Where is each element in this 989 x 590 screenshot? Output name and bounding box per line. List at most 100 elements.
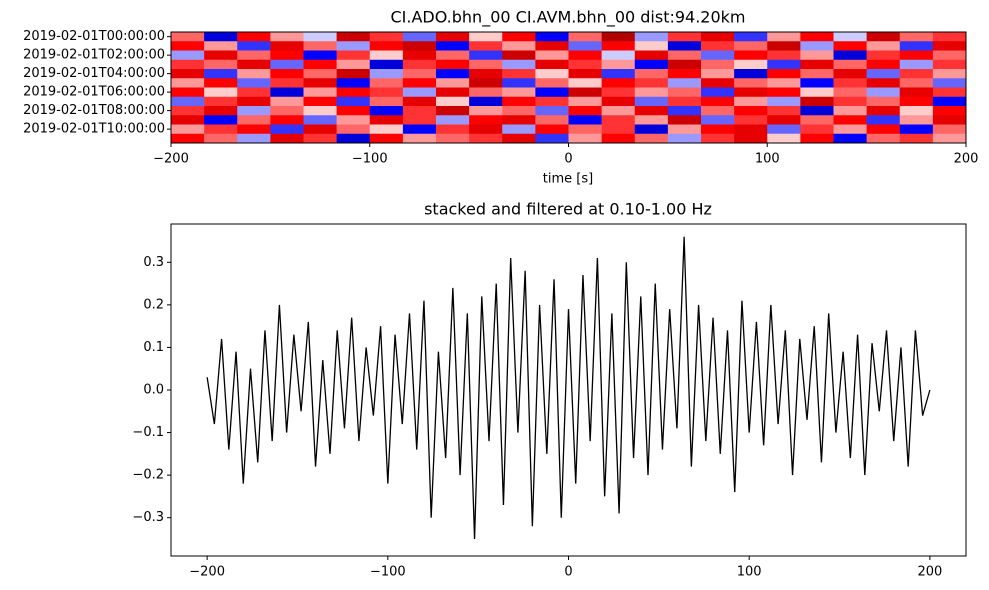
y-tick-label: 2019-02-01T08:00:00 bbox=[23, 103, 165, 118]
heatmap-cell bbox=[502, 69, 536, 79]
heatmap-cell bbox=[634, 133, 669, 144]
heatmap-cell bbox=[833, 124, 867, 135]
heatmap-cell bbox=[469, 96, 503, 107]
heatmap-cell bbox=[601, 32, 636, 42]
heatmap-cell bbox=[568, 41, 602, 51]
heatmap-cell bbox=[767, 87, 801, 98]
heatmap-cell bbox=[601, 124, 636, 135]
heatmap-cell bbox=[932, 50, 967, 61]
heatmap-cell bbox=[767, 115, 801, 125]
heatmap-cell bbox=[932, 41, 967, 51]
heatmap-cell bbox=[634, 115, 669, 125]
heatmap-cell bbox=[833, 41, 867, 51]
heatmap-cell bbox=[568, 50, 602, 61]
heatmap-cell bbox=[303, 115, 337, 125]
x-tick-label: 0 bbox=[564, 152, 572, 167]
heatmap-cell bbox=[833, 87, 867, 98]
heatmap-cell bbox=[237, 59, 271, 70]
heatmap-cell bbox=[932, 115, 967, 125]
heatmap-cell bbox=[899, 59, 934, 70]
heatmap-cell bbox=[336, 32, 371, 42]
heatmap-cell bbox=[237, 106, 271, 116]
heatmap-cell bbox=[171, 32, 205, 42]
heatmap-cell bbox=[369, 78, 404, 88]
heatmap-cell bbox=[436, 106, 470, 116]
x-tick-label: 200 bbox=[917, 565, 942, 580]
heatmap-cell bbox=[866, 59, 901, 70]
heatmap-cell bbox=[171, 96, 205, 107]
heatmap-cell bbox=[634, 106, 669, 116]
heatmap-cell bbox=[369, 96, 404, 107]
y-tick-label: −0.2 bbox=[132, 468, 164, 483]
heatmap-cell bbox=[899, 69, 934, 79]
y-tick-label: 0.3 bbox=[143, 255, 164, 270]
heatmap-cell bbox=[171, 41, 205, 51]
heatmap-cell bbox=[402, 50, 437, 61]
heatmap-cell bbox=[436, 133, 470, 144]
heatmap-cell bbox=[270, 41, 304, 51]
heatmap-cell bbox=[734, 50, 768, 61]
x-axis-label: time [s] bbox=[543, 172, 593, 187]
heatmap-cell bbox=[932, 78, 967, 88]
heatmap-cell bbox=[601, 78, 636, 88]
heatmap-cell bbox=[303, 78, 337, 88]
heatmap-cell bbox=[436, 124, 470, 135]
heatmap-cell bbox=[800, 96, 834, 107]
heatmap-cell bbox=[866, 106, 901, 116]
heatmap-cell bbox=[899, 106, 934, 116]
heatmap-cell bbox=[866, 87, 901, 98]
x-tick-label: −200 bbox=[189, 565, 225, 580]
heatmap-cell bbox=[701, 87, 735, 98]
y-tick-label: 2019-02-01T10:00:00 bbox=[23, 122, 165, 137]
heatmap-cell bbox=[270, 133, 304, 144]
heatmap-cell bbox=[270, 78, 304, 88]
heatmap-cell bbox=[866, 133, 901, 144]
heatmap-cell bbox=[734, 96, 768, 107]
heatmap-cell bbox=[932, 87, 967, 98]
heatmap-cell bbox=[204, 32, 238, 42]
heatmap-cell bbox=[932, 69, 967, 79]
chart-title: CI.ADO.bhn_00 CI.AVM.bhn_00 dist:94.20km bbox=[390, 8, 745, 28]
heatmap-cell bbox=[833, 106, 867, 116]
heatmap-cell bbox=[734, 41, 768, 51]
heatmap-cell bbox=[833, 69, 867, 79]
heatmap-cell bbox=[436, 87, 470, 98]
heatmap-cell bbox=[270, 50, 304, 61]
heatmap-cell bbox=[237, 133, 271, 144]
heatmap-cell bbox=[502, 41, 536, 51]
heatmap-cell bbox=[436, 115, 470, 125]
heatmap-cell bbox=[303, 32, 337, 42]
heatmap-cell bbox=[171, 87, 205, 98]
heatmap-cell bbox=[369, 115, 404, 125]
heatmap-cell bbox=[502, 87, 536, 98]
heatmap-cell bbox=[535, 87, 569, 98]
heatmap-cell bbox=[270, 32, 304, 42]
heatmap-cell bbox=[402, 41, 437, 51]
heatmap-cell bbox=[800, 41, 834, 51]
heatmap-cell bbox=[171, 106, 205, 116]
heatmap-cell bbox=[667, 87, 702, 98]
heatmap-cell bbox=[303, 124, 337, 135]
heatmap-cell bbox=[270, 124, 304, 135]
heatmap-cell bbox=[436, 50, 470, 61]
heatmap-cell bbox=[237, 124, 271, 135]
heatmap-cell bbox=[866, 78, 901, 88]
heatmap-cell bbox=[767, 41, 801, 51]
heatmap-cell bbox=[369, 133, 404, 144]
heatmap-cell bbox=[171, 133, 205, 144]
heatmap-cell bbox=[866, 32, 901, 42]
heatmap-cell bbox=[469, 41, 503, 51]
x-tick-label: 200 bbox=[954, 152, 979, 167]
heatmap-cell bbox=[866, 41, 901, 51]
heatmap-cell bbox=[701, 124, 735, 135]
heatmap-cell bbox=[800, 78, 834, 88]
heatmap-cell bbox=[535, 32, 569, 42]
heatmap-cell bbox=[303, 41, 337, 51]
heatmap-cell bbox=[237, 87, 271, 98]
heatmap-cell bbox=[767, 133, 801, 144]
heatmap-cell bbox=[204, 124, 238, 135]
heatmap-cell bbox=[469, 124, 503, 135]
heatmap-cell bbox=[336, 124, 371, 135]
heatmap-cell bbox=[767, 96, 801, 107]
heatmap-cell bbox=[634, 87, 669, 98]
